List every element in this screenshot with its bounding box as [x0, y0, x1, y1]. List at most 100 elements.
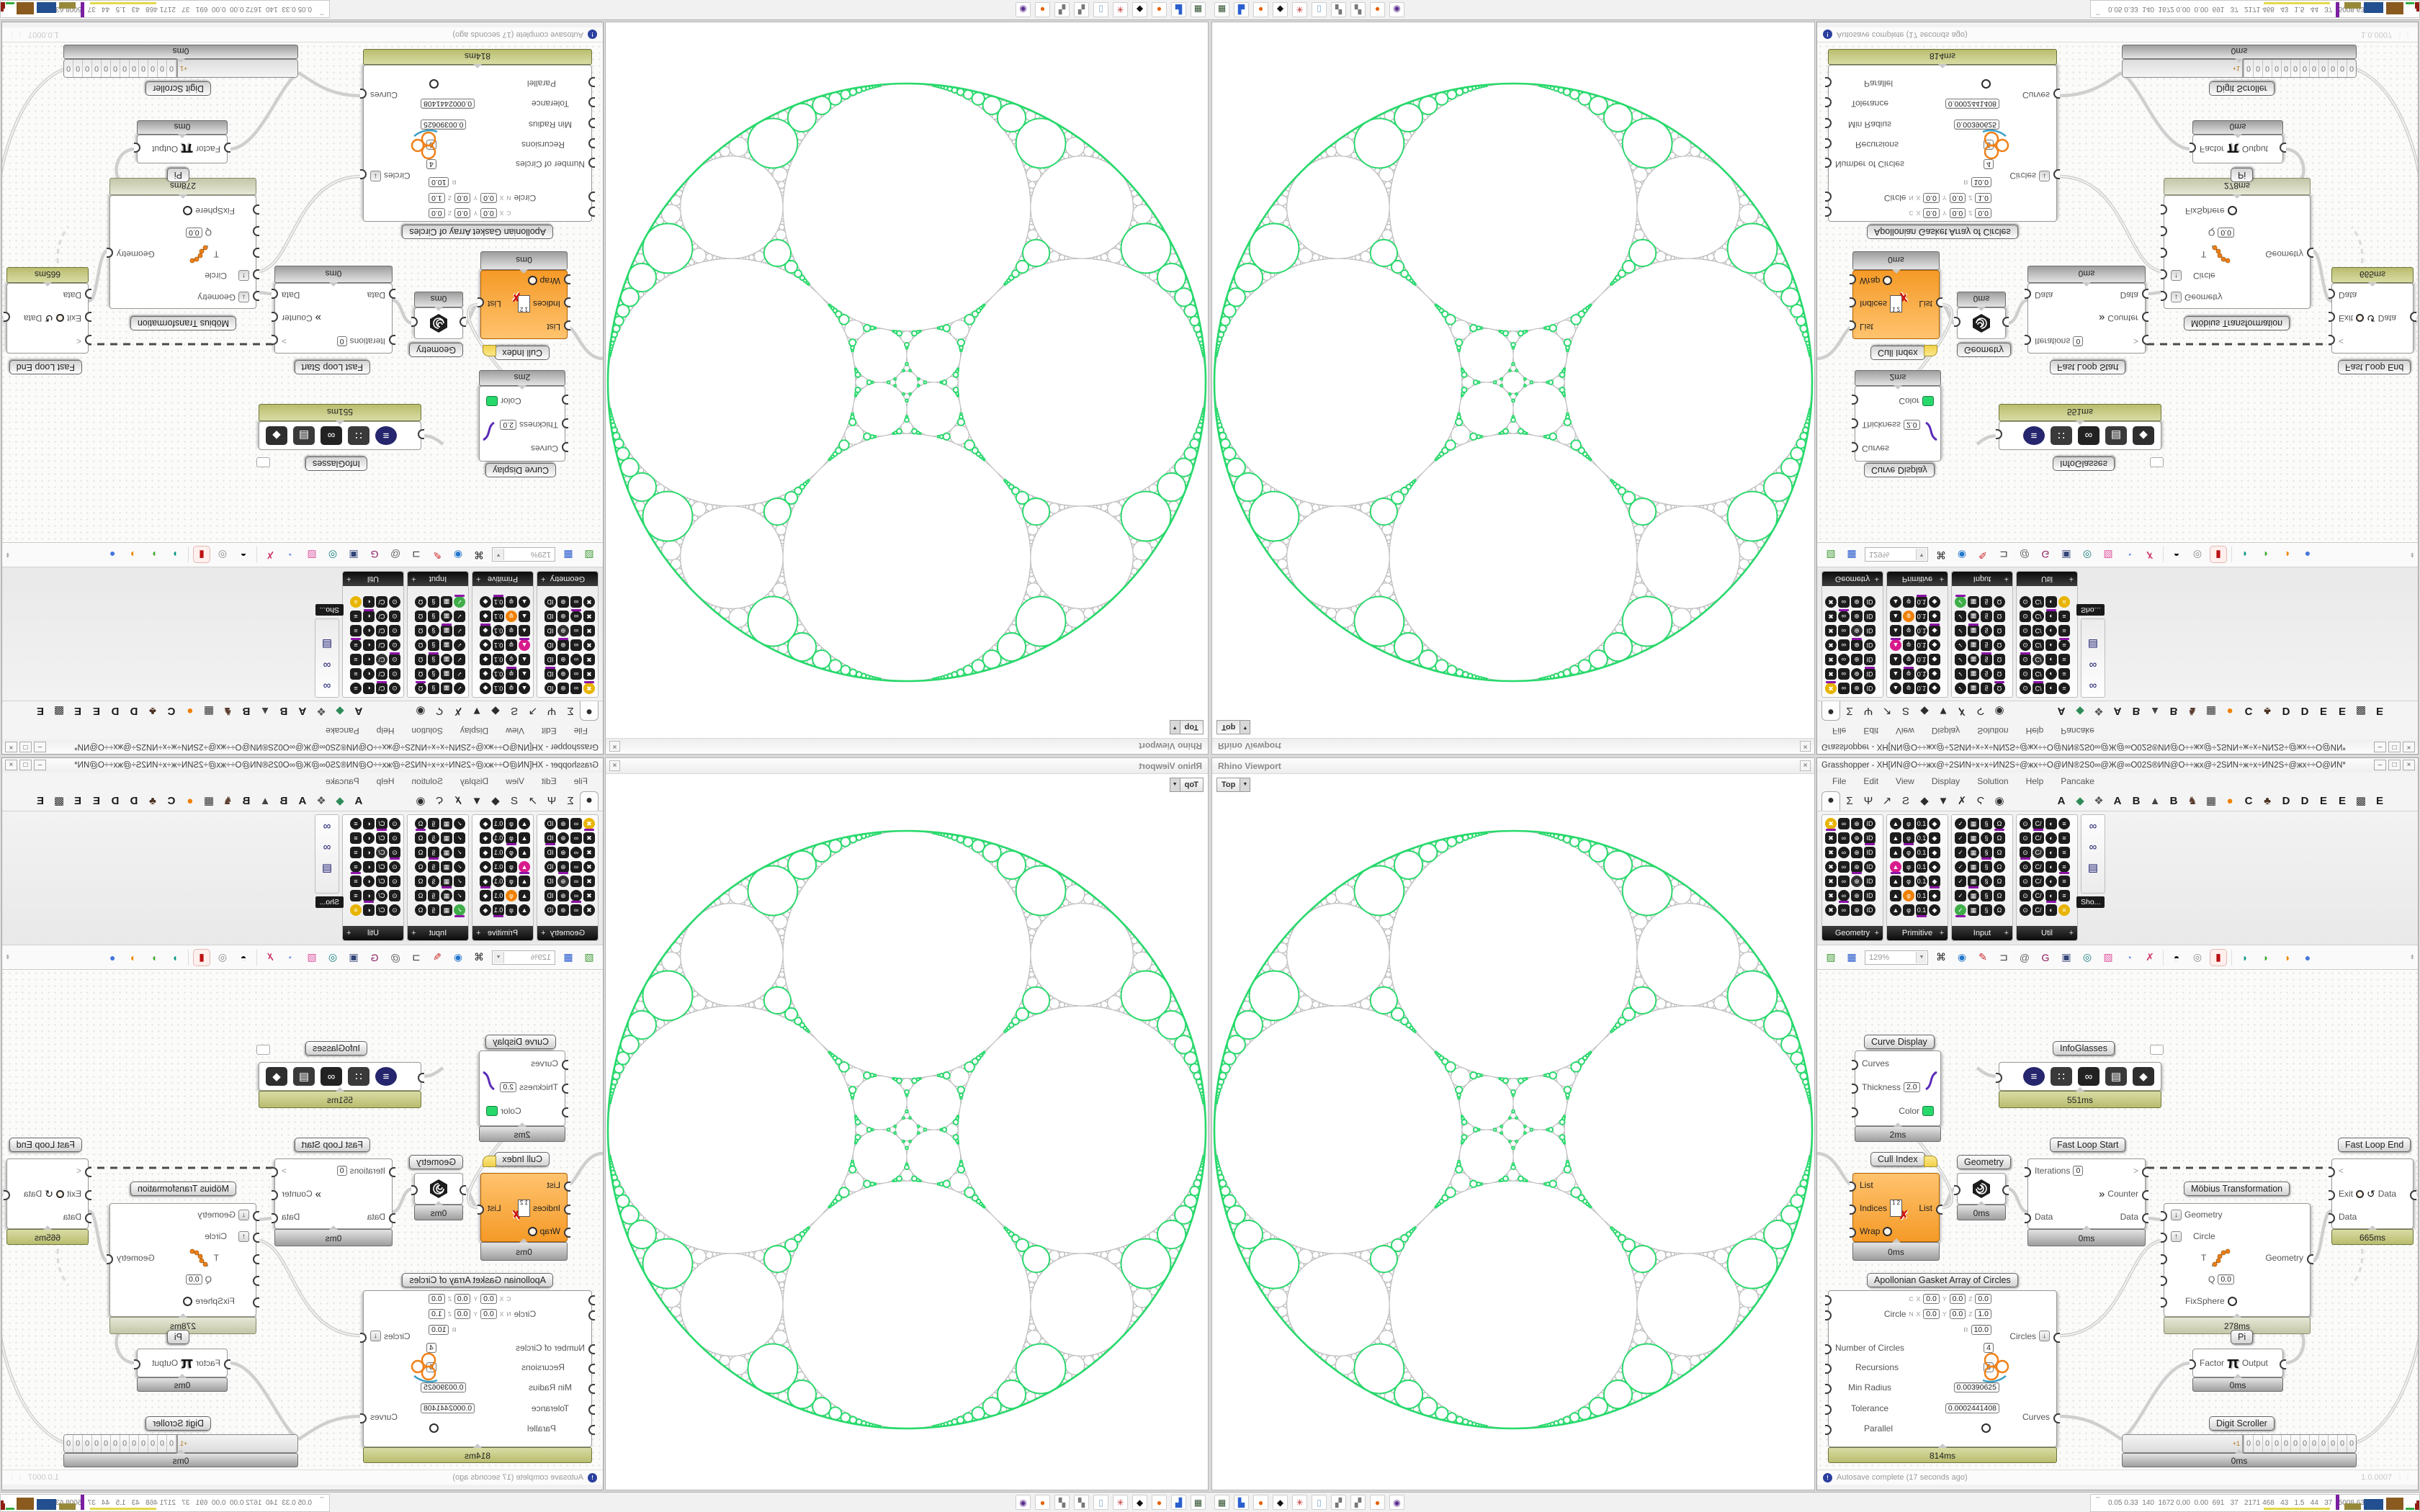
digit-cell-5[interactable]: 0 [120, 1435, 130, 1452]
component-icon[interactable]: ∞ [1838, 832, 1850, 844]
node-cull-index[interactable]: List Indices 1 2 ✗ List Wrap [1850, 1173, 1942, 1242]
component-icon[interactable]: § [1981, 596, 1992, 608]
component-icon[interactable]: ▦ [441, 683, 452, 694]
component-icon[interactable]: φ [506, 596, 517, 608]
panel-footer-primitive[interactable]: Primitive + [1887, 926, 1948, 940]
node-label-digit-scroller[interactable]: Digit Scroller [2209, 1416, 2275, 1431]
c-z-value[interactable]: 0.0 [429, 208, 445, 219]
component-icon[interactable]: ✓ [1955, 818, 1966, 829]
component-icon[interactable]: φ [1903, 667, 1914, 680]
component-icon[interactable]: § [1981, 832, 1992, 844]
component-icon[interactable]: ⊕ [557, 861, 569, 874]
component-icon[interactable]: ▦ [441, 847, 452, 858]
tab-6[interactable]: ▼ [1937, 705, 1949, 717]
component-icon[interactable]: ◐ [2045, 847, 2057, 858]
component-icon[interactable]: ◆ [1929, 904, 1940, 916]
maximize-icon[interactable]: □ [2388, 742, 2401, 752]
search-icon[interactable]: ◎ [2082, 951, 2092, 963]
infoglasses-icon-4[interactable]: ◆ [266, 1067, 287, 1086]
node-label-apollonian[interactable]: Apollonian Gasket Array of Circles [1867, 1273, 2018, 1287]
digit-cell-11[interactable]: 0 [2347, 60, 2356, 77]
menu-help[interactable]: Help [376, 726, 395, 736]
component-icon[interactable]: Ω [415, 596, 426, 608]
component-icon[interactable]: φ [506, 667, 517, 680]
component-icon[interactable]: ⊕ [557, 876, 569, 887]
q-value[interactable]: 0.0 [2218, 1274, 2234, 1284]
component-icon[interactable]: ≡ [350, 847, 362, 858]
component-icon[interactable]: Ω [1994, 832, 2005, 844]
component-icon[interactable]: ◐ [363, 683, 375, 694]
menu-solution[interactable]: Solution [1977, 776, 2009, 786]
q-value[interactable]: 0.0 [2218, 228, 2234, 238]
component-icon[interactable]: ◐ [363, 832, 375, 844]
component-icon[interactable]: ▦ [441, 904, 452, 916]
pin-green-icon[interactable]: ◗ [2262, 549, 2269, 561]
component-icon[interactable]: Ω [1994, 876, 2005, 887]
component-icon[interactable]: ⊙ [2020, 847, 2031, 860]
viewport-titlebar[interactable]: Rhino Viewport × [1212, 738, 1814, 754]
digit-cell-8[interactable]: 0 [2318, 1435, 2328, 1452]
node-mobius[interactable]: ↓ Geometry ↑ Circle T Geometry Q 0.0 Fix… [2161, 1203, 2313, 1317]
node-label-fast-loop-start[interactable]: Fast Loop Start [294, 1138, 370, 1152]
component-icon[interactable]: ✓ [1955, 611, 1966, 622]
q-value[interactable]: 0.0 [186, 1274, 202, 1284]
component-icon[interactable]: ▲ [1890, 832, 1901, 844]
component-icon[interactable]: ◐ [2045, 668, 2057, 680]
tab-2[interactable]: Ψ [1863, 795, 1873, 807]
menu-display[interactable]: Display [460, 726, 489, 736]
component-icon[interactable]: ⊙ [389, 683, 400, 694]
exit-toggle[interactable] [2356, 1189, 2365, 1198]
mini-icon-2[interactable]: ▤ [2087, 862, 2099, 874]
component-icon[interactable]: § [428, 904, 439, 916]
component-icon[interactable]: ≡ [350, 596, 362, 608]
caret-icon[interactable]: ˆˇ [320, 1496, 324, 1503]
component-icon[interactable]: 0.1 [1916, 818, 1927, 829]
component-icon[interactable]: ∞ [570, 668, 582, 680]
component-icon[interactable]: 0.1 [1916, 639, 1927, 651]
component-icon[interactable]: § [428, 596, 439, 608]
floppy-icon[interactable]: ▙ [1171, 2, 1186, 17]
component-icon[interactable]: Ω [415, 611, 426, 622]
component-icon[interactable]: ◐ [2045, 654, 2057, 665]
tab-addon-3[interactable]: A [2113, 795, 2122, 807]
tab-addon-1[interactable]: ◆ [2076, 795, 2084, 807]
digit-cell-8[interactable]: 0 [92, 60, 102, 77]
comment-bubble-icon[interactable] [2150, 457, 2164, 467]
component-icon[interactable]: ◐ [363, 890, 375, 903]
donut-icon[interactable]: ◎ [218, 549, 228, 561]
component-icon[interactable]: ⊕ [557, 904, 569, 916]
component-icon[interactable]: ◆ [1929, 668, 1940, 680]
component-icon[interactable]: ID [1864, 818, 1876, 829]
exit-toggle[interactable] [55, 1189, 64, 1198]
component-icon[interactable]: ID [544, 876, 556, 887]
tab-addon-0[interactable]: A [354, 795, 363, 807]
tile1-icon[interactable]: ▞ [1331, 2, 1346, 17]
node-label-digit-scroller[interactable]: Digit Scroller [145, 1416, 211, 1431]
preview-eye-icon[interactable]: ◉ [453, 549, 463, 561]
component-icon[interactable]: ≡ [2058, 596, 2070, 608]
component-icon[interactable]: C/ [376, 876, 387, 887]
view-selector[interactable]: Top ▼ [1216, 778, 1251, 792]
color-swatch[interactable] [486, 396, 498, 407]
component-icon[interactable]: ◐ [2045, 832, 2057, 844]
open-file-icon[interactable]: ▨ [1826, 951, 1836, 963]
component-icon[interactable]: ID [1864, 596, 1876, 608]
wrap-toggle[interactable] [527, 1226, 537, 1236]
resize-grip-icon[interactable]: ⋮⋮ [2396, 30, 2412, 39]
component-icon[interactable]: ◐ [363, 625, 375, 636]
sketch-pen-icon[interactable]: ✎ [433, 549, 442, 561]
flatten-icon[interactable]: ↓ [2039, 1331, 2050, 1341]
component-icon[interactable]: φ [1903, 639, 1914, 651]
component-icon[interactable]: 0.1 [493, 639, 504, 651]
component-icon[interactable]: ∞ [1838, 876, 1850, 887]
component-icon[interactable]: ≡ [2058, 683, 2070, 694]
tab-addon-13[interactable]: D [2300, 705, 2309, 717]
component-icon[interactable]: ∞ [570, 861, 582, 873]
tab-6[interactable]: ▼ [1937, 795, 1949, 807]
tab-2[interactable]: Ψ [547, 795, 557, 807]
component-icon[interactable]: ✓ [454, 625, 465, 636]
component-icon[interactable]: ▲ [1890, 611, 1901, 622]
n-y-value[interactable]: 0.0 [1949, 1308, 1966, 1319]
component-icon[interactable]: 0.1 [493, 654, 504, 665]
